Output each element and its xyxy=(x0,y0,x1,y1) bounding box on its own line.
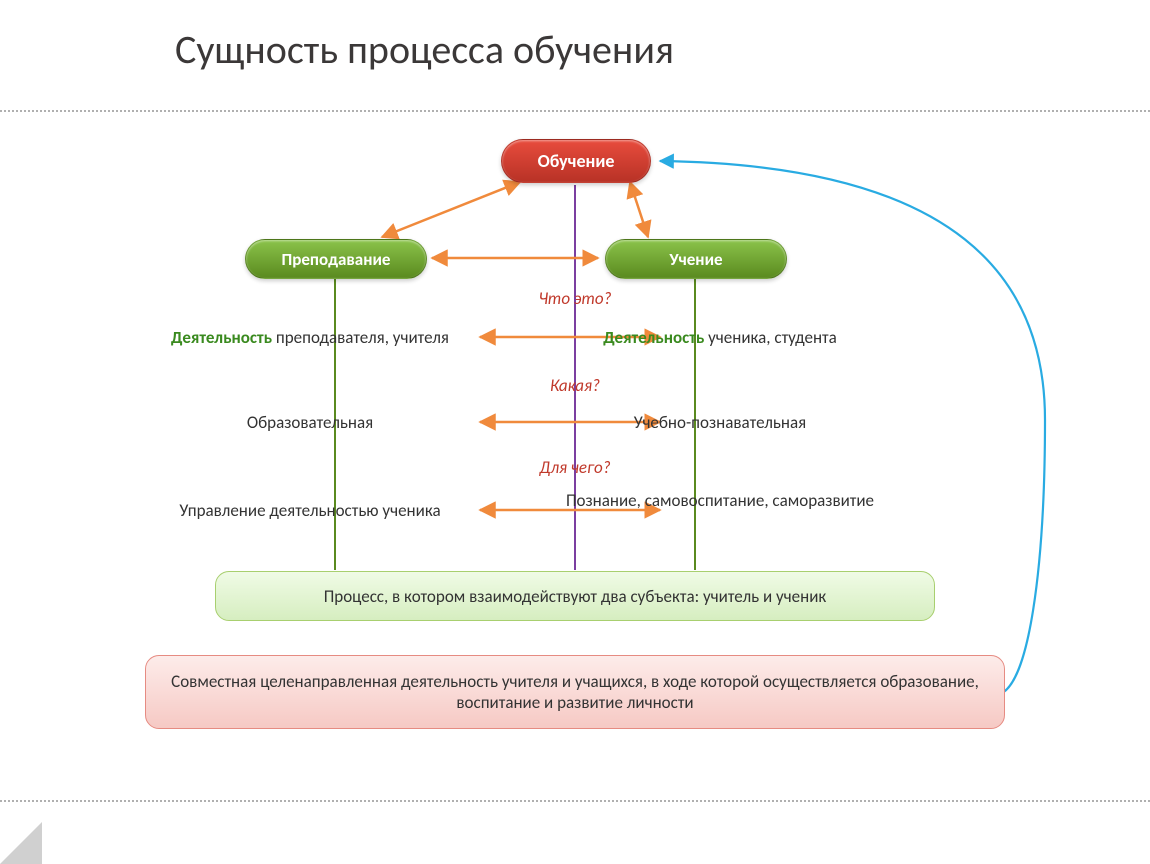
divider-bottom xyxy=(0,800,1150,802)
node-root: Обучение xyxy=(501,139,651,183)
divider-top xyxy=(0,110,1150,112)
summary-box-2-label: Совместная целенаправленная деятельность… xyxy=(166,671,984,713)
summary-box-1: Процесс, в котором взаимодействуют два с… xyxy=(215,571,935,621)
page-title: Сущность процесса обучения xyxy=(175,25,674,74)
node-root-label: Обучение xyxy=(538,150,615,172)
edge-root-left xyxy=(382,182,520,237)
row2-left: Образовательная xyxy=(150,412,470,433)
row3-right: Познание, самовоспитание, саморазвитие xyxy=(560,490,880,511)
node-left-label: Преподавание xyxy=(282,249,391,270)
summary-box-2: Совместная целенаправленная деятельность… xyxy=(145,655,1005,729)
row3-left: Управление деятельностью ученика xyxy=(150,500,470,521)
row1-left: Деятельность преподавателя, учителя xyxy=(150,327,470,348)
corner-decoration xyxy=(0,822,42,864)
node-right-label: Учение xyxy=(669,249,722,270)
row2-right: Учебно-познавательная xyxy=(560,412,880,433)
row1-right-hl: Деятельность xyxy=(603,327,704,348)
question-2: Какая? xyxy=(475,375,675,396)
row1-left-hl: Деятельность xyxy=(171,327,272,348)
question-1: Что это? xyxy=(475,288,675,309)
node-right: Учение xyxy=(605,239,787,279)
node-left: Преподавание xyxy=(245,239,427,279)
question-3: Для чего? xyxy=(475,457,675,478)
row1-right: Деятельность ученика, студента xyxy=(560,327,880,348)
row1-right-rest: ученика, студента xyxy=(704,327,837,348)
row1-left-rest: преподавателя, учителя xyxy=(272,327,449,348)
edge-root-right xyxy=(630,182,648,237)
summary-box-1-label: Процесс, в котором взаимодействуют два с… xyxy=(324,586,827,607)
